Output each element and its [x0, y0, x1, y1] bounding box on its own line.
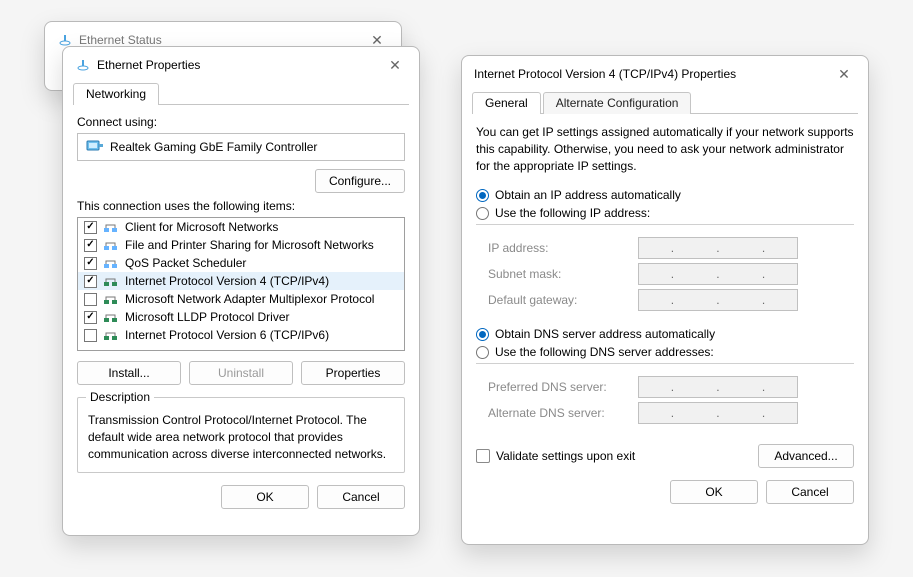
list-item-label: Client for Microsoft Networks [125, 220, 278, 234]
list-item-label: Internet Protocol Version 6 (TCP/IPv6) [125, 328, 329, 342]
component-icon [103, 310, 119, 324]
window-title: Internet Protocol Version 4 (TCP/IPv4) P… [474, 67, 830, 81]
list-item-label: File and Printer Sharing for Microsoft N… [125, 238, 374, 252]
window-title: Ethernet Status [79, 33, 363, 47]
ipv4-properties-window: Internet Protocol Version 4 (TCP/IPv4) P… [461, 55, 869, 545]
tab-networking[interactable]: Networking [73, 83, 159, 105]
list-item[interactable]: Microsoft LLDP Protocol Driver [78, 308, 404, 326]
list-item-label: QoS Packet Scheduler [125, 256, 246, 270]
properties-button[interactable]: Properties [301, 361, 405, 385]
network-icon [75, 57, 91, 73]
uninstall-button[interactable]: Uninstall [189, 361, 293, 385]
checkbox-icon[interactable] [84, 257, 97, 270]
window-title: Ethernet Properties [97, 58, 381, 72]
checkbox-icon[interactable] [84, 311, 97, 324]
close-icon[interactable]: ✕ [381, 54, 409, 76]
subnet-mask-label: Subnet mask: [488, 267, 638, 281]
component-icon [103, 292, 119, 306]
list-item[interactable]: File and Printer Sharing for Microsoft N… [78, 236, 404, 254]
alternate-dns-field: ... [638, 402, 798, 424]
list-item[interactable]: Internet Protocol Version 6 (TCP/IPv6) [78, 326, 404, 344]
list-item-label: Microsoft Network Adapter Multiplexor Pr… [125, 292, 374, 306]
tab-general[interactable]: General [472, 92, 541, 114]
radio-ip-auto[interactable]: Obtain an IP address automatically [476, 186, 854, 204]
radio-icon [476, 328, 489, 341]
gateway-field: ... [638, 289, 798, 311]
description-text: Transmission Control Protocol/Internet P… [88, 412, 394, 462]
ip-fields-group: IP address: ... Subnet mask: ... Default… [476, 224, 854, 311]
list-item[interactable]: QoS Packet Scheduler [78, 254, 404, 272]
checkbox-icon [476, 449, 490, 463]
install-button[interactable]: Install... [77, 361, 181, 385]
checkbox-icon[interactable] [84, 293, 97, 306]
adapter-icon [86, 139, 104, 156]
validate-checkbox[interactable]: Validate settings upon exit [476, 449, 635, 463]
checkbox-icon[interactable] [84, 239, 97, 252]
close-icon[interactable]: ✕ [830, 63, 858, 85]
description-group: Description Transmission Control Protoco… [77, 397, 405, 473]
intro-text: You can get IP settings assigned automat… [476, 124, 854, 174]
cancel-button[interactable]: Cancel [317, 485, 405, 509]
components-listbox[interactable]: Client for Microsoft Networks File and Pr… [77, 217, 405, 351]
component-icon [103, 220, 119, 234]
preferred-dns-field: ... [638, 376, 798, 398]
ethernet-properties-window: Ethernet Properties ✕ Networking Connect… [62, 46, 420, 536]
ok-button[interactable]: OK [670, 480, 758, 504]
radio-ip-manual[interactable]: Use the following IP address: [476, 204, 854, 222]
list-item[interactable]: Microsoft Network Adapter Multiplexor Pr… [78, 290, 404, 308]
ok-button[interactable]: OK [221, 485, 309, 509]
component-icon [103, 256, 119, 270]
component-icon [103, 328, 119, 342]
list-item-label: Microsoft LLDP Protocol Driver [125, 310, 290, 324]
items-label: This connection uses the following items… [77, 199, 405, 213]
list-item[interactable]: Client for Microsoft Networks [78, 218, 404, 236]
cancel-button[interactable]: Cancel [766, 480, 854, 504]
connect-using-label: Connect using: [77, 115, 405, 129]
subnet-mask-field: ... [638, 263, 798, 285]
radio-icon [476, 189, 489, 202]
adapter-box[interactable]: Realtek Gaming GbE Family Controller [77, 133, 405, 161]
ip-address-field: ... [638, 237, 798, 259]
component-icon [103, 238, 119, 252]
radio-dns-auto[interactable]: Obtain DNS server address automatically [476, 325, 854, 343]
gateway-label: Default gateway: [488, 293, 638, 307]
configure-button[interactable]: Configure... [315, 169, 405, 193]
adapter-name: Realtek Gaming GbE Family Controller [110, 140, 317, 154]
preferred-dns-label: Preferred DNS server: [488, 380, 638, 394]
advanced-button[interactable]: Advanced... [758, 444, 854, 468]
tab-alternate[interactable]: Alternate Configuration [543, 92, 692, 114]
checkbox-icon[interactable] [84, 275, 97, 288]
component-icon [103, 274, 119, 288]
description-legend: Description [86, 390, 154, 404]
radio-icon [476, 346, 489, 359]
list-item[interactable]: Internet Protocol Version 4 (TCP/IPv4) [78, 272, 404, 290]
dns-fields-group: Preferred DNS server: ... Alternate DNS … [476, 363, 854, 424]
radio-icon [476, 207, 489, 220]
radio-dns-manual[interactable]: Use the following DNS server addresses: [476, 343, 854, 361]
alternate-dns-label: Alternate DNS server: [488, 406, 638, 420]
checkbox-icon[interactable] [84, 221, 97, 234]
ip-address-label: IP address: [488, 241, 638, 255]
list-item-label: Internet Protocol Version 4 (TCP/IPv4) [125, 274, 329, 288]
checkbox-icon[interactable] [84, 329, 97, 342]
